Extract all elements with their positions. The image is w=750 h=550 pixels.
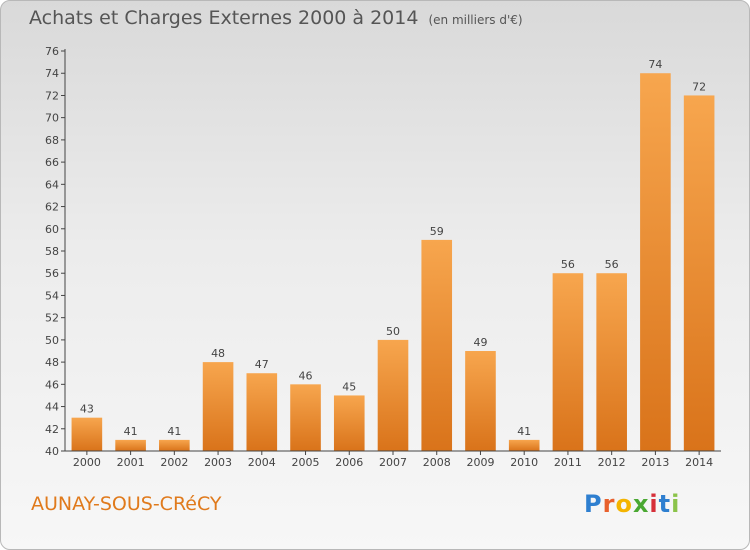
logo-letter: i bbox=[671, 490, 681, 518]
x-tick-label: 2003 bbox=[204, 456, 232, 469]
y-tick-label: 62 bbox=[45, 201, 59, 214]
y-tick-label: 74 bbox=[45, 67, 59, 80]
data-label: 49 bbox=[473, 336, 487, 349]
data-label: 48 bbox=[211, 347, 225, 360]
data-label: 41 bbox=[124, 425, 138, 438]
bar-2013 bbox=[640, 73, 671, 451]
x-tick-label: 2011 bbox=[554, 456, 582, 469]
chart-title: Achats et Charges Externes 2000 à 2014 (e… bbox=[29, 7, 523, 29]
bar-2014 bbox=[683, 95, 715, 451]
bar-2009 bbox=[465, 351, 496, 451]
bar-2011 bbox=[552, 273, 584, 451]
y-tick-label: 64 bbox=[45, 178, 59, 191]
y-tick-label: 72 bbox=[45, 89, 59, 102]
logo-letter: t bbox=[658, 490, 672, 518]
y-tick-label: 42 bbox=[45, 423, 59, 436]
data-label: 41 bbox=[517, 425, 531, 438]
logo-letter: x bbox=[632, 490, 650, 518]
y-tick-label: 58 bbox=[45, 245, 59, 258]
y-tick-label: 50 bbox=[45, 334, 59, 347]
data-label: 56 bbox=[605, 258, 619, 271]
x-tick-label: 2009 bbox=[466, 456, 494, 469]
x-tick-label: 2010 bbox=[510, 456, 538, 469]
y-tick-label: 46 bbox=[45, 378, 59, 391]
data-label: 56 bbox=[561, 258, 575, 271]
bar-2008 bbox=[421, 239, 453, 451]
data-label: 59 bbox=[430, 225, 444, 238]
x-tick-label: 2014 bbox=[685, 456, 713, 469]
x-tick-label: 2013 bbox=[641, 456, 669, 469]
y-tick-label: 60 bbox=[45, 223, 59, 236]
chart-unit-note: (en milliers d'€) bbox=[428, 13, 523, 27]
y-tick-label: 70 bbox=[45, 112, 59, 125]
x-tick-label: 2004 bbox=[248, 456, 276, 469]
bar-2010 bbox=[508, 439, 540, 451]
data-label: 46 bbox=[299, 369, 313, 382]
x-tick-label: 2012 bbox=[598, 456, 626, 469]
bar-2006 bbox=[333, 395, 365, 451]
bar-2003 bbox=[202, 362, 234, 451]
logo-letter: o bbox=[615, 490, 633, 518]
data-label: 72 bbox=[692, 80, 706, 93]
proxiti-logo: Proxiti bbox=[584, 490, 680, 518]
x-tick-label: 2002 bbox=[160, 456, 188, 469]
x-tick-label: 2007 bbox=[379, 456, 407, 469]
y-tick-label: 54 bbox=[45, 289, 59, 302]
y-tick-label: 48 bbox=[45, 356, 59, 369]
x-tick-label: 2000 bbox=[73, 456, 101, 469]
y-tick-label: 44 bbox=[45, 401, 59, 414]
data-label: 50 bbox=[386, 325, 400, 338]
x-tick-label: 2008 bbox=[423, 456, 451, 469]
data-label: 45 bbox=[342, 380, 356, 393]
x-tick-label: 2006 bbox=[335, 456, 363, 469]
bar-2012 bbox=[596, 273, 627, 451]
logo-letter: r bbox=[602, 490, 616, 518]
commune-name: AUNAY-SOUS-CRéCY bbox=[31, 493, 222, 515]
bar-2005 bbox=[290, 384, 321, 451]
y-tick-label: 66 bbox=[45, 156, 59, 169]
y-tick-label: 40 bbox=[45, 445, 59, 458]
data-label: 43 bbox=[80, 403, 94, 416]
y-tick-label: 76 bbox=[45, 45, 59, 58]
bar-2000 bbox=[71, 417, 103, 451]
logo-letter: i bbox=[649, 490, 659, 518]
y-tick-label: 52 bbox=[45, 312, 59, 325]
bar-2007 bbox=[377, 339, 409, 451]
bar-2001 bbox=[115, 439, 146, 451]
y-tick-label: 68 bbox=[45, 134, 59, 147]
logo-letter: P bbox=[584, 490, 603, 518]
data-label: 74 bbox=[648, 58, 662, 71]
x-tick-label: 2001 bbox=[117, 456, 145, 469]
data-label: 41 bbox=[167, 425, 181, 438]
bar-2002 bbox=[159, 439, 190, 451]
x-tick-label: 2005 bbox=[292, 456, 320, 469]
y-tick-label: 56 bbox=[45, 267, 59, 280]
bar-2004 bbox=[246, 373, 278, 451]
data-label: 47 bbox=[255, 358, 269, 371]
chart-title-text: Achats et Charges Externes 2000 à 2014 bbox=[29, 7, 419, 29]
